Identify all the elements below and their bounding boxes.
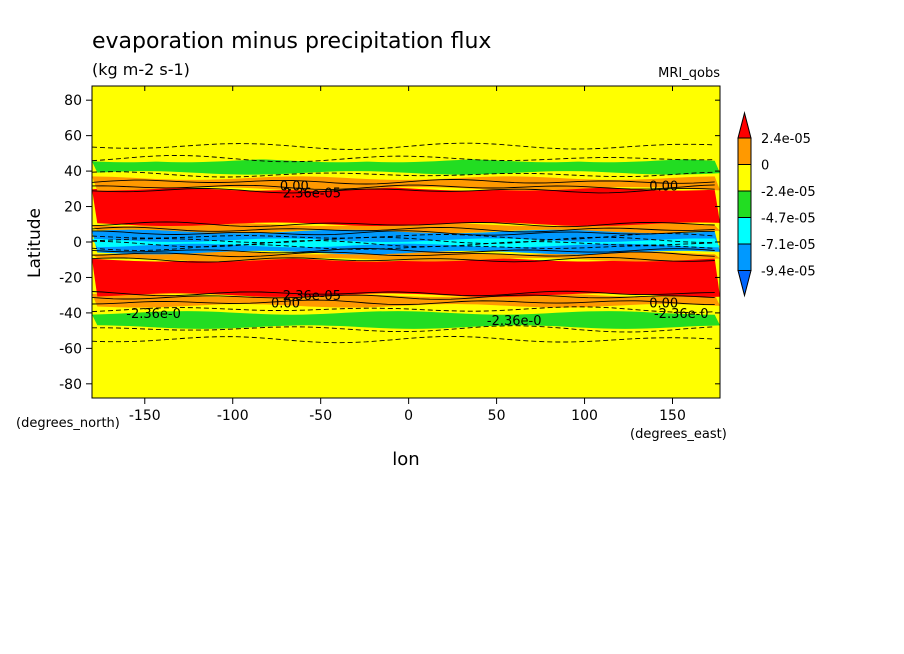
x-tick-label: 0	[404, 408, 413, 424]
y-tick-label: 40	[64, 164, 82, 180]
chart-title: evaporation minus precipitation flux	[92, 29, 491, 54]
y-axis-label: Latitude	[25, 208, 45, 278]
contour-line	[91, 179, 715, 185]
legend-swatch	[737, 137, 752, 165]
contour-label: 0.00	[649, 179, 678, 194]
color-legend: 2.4e-05 0 -2.4e-05 -4.7e-05 -7.1e-05 -9.4e-05	[737, 111, 816, 298]
band	[92, 339, 720, 398]
contour-label: -2.36e-0	[654, 307, 709, 322]
plot-area: 0.002.36e-05 0.000.002.36e-050.00-2.36e-0…	[91, 85, 721, 399]
band	[92, 176, 720, 191]
contour-line	[91, 230, 715, 236]
contour-line	[91, 251, 715, 258]
contour-line	[91, 187, 715, 194]
x-tick-label: 150	[659, 408, 686, 424]
contour-line	[91, 221, 715, 228]
y-tick-label: -20	[59, 270, 82, 286]
y-tick-label: 20	[64, 200, 82, 216]
band	[92, 258, 720, 297]
contour-label: -2.36e-0	[126, 307, 181, 322]
contour-line	[91, 256, 715, 263]
legend-swatch	[737, 190, 752, 218]
contour-label: 0.00	[280, 179, 309, 194]
legend-swatch	[737, 164, 752, 192]
y-tick-label: 0	[73, 235, 82, 251]
legend-label: 2.4e-05	[761, 132, 811, 147]
x-axis-units: (degrees_east)	[630, 427, 727, 442]
contour-line	[91, 290, 715, 297]
contour-label: 0.00	[271, 296, 300, 311]
contour-line	[91, 184, 715, 190]
band	[92, 311, 720, 329]
contour-label: 2.36e-05	[283, 289, 341, 304]
legend-arrow-bottom	[737, 270, 752, 298]
y-tick-label: 80	[64, 93, 82, 109]
x-tick-label: -50	[309, 408, 332, 424]
legend-label: -9.4e-05	[761, 265, 816, 280]
contour-label: 0.00	[649, 296, 678, 311]
legend-label: 0	[761, 159, 769, 174]
band	[92, 158, 720, 175]
y-axis-units: (degrees_north)	[16, 416, 120, 431]
contour-labels: 0.002.36e-05 0.000.002.36e-050.00-2.36e-0…	[126, 179, 708, 329]
contour-line	[91, 294, 715, 300]
y-tick-label: 60	[64, 129, 82, 145]
x-tick-label: -150	[129, 408, 161, 424]
contour-label: -2.36e-0	[487, 314, 542, 329]
color-bands	[92, 86, 720, 398]
x-tick-label: -100	[217, 408, 249, 424]
contour-line	[91, 248, 715, 254]
x-tick-label: 100	[571, 408, 598, 424]
x-axis: -150 -100 -50 0 50 100 150	[129, 86, 686, 424]
contour-label: 2.36e-05	[283, 186, 341, 201]
legend-label: -7.1e-05	[761, 238, 816, 253]
legend-label: -4.7e-05	[761, 212, 816, 227]
contour-line	[91, 299, 715, 306]
legend-swatch	[737, 217, 752, 245]
contour-lines	[91, 142, 715, 344]
model-label: MRI_qobs	[658, 66, 720, 81]
y-axis: 80 60 40 20 0 -20 -40 -60 -80	[59, 93, 720, 393]
band	[92, 187, 720, 226]
legend-swatch	[737, 243, 752, 271]
band	[92, 238, 720, 248]
contour-line	[91, 226, 715, 233]
band	[92, 86, 720, 163]
legend-label: -2.4e-05	[761, 185, 816, 200]
y-tick-label: -80	[59, 377, 82, 393]
x-axis-label: lon	[392, 449, 419, 470]
legend-arrow-top	[737, 111, 752, 139]
y-tick-label: -60	[59, 341, 82, 357]
y-tick-label: -40	[59, 306, 82, 322]
chart-units: (kg m-2 s-1)	[92, 60, 190, 79]
x-tick-label: 50	[488, 408, 506, 424]
